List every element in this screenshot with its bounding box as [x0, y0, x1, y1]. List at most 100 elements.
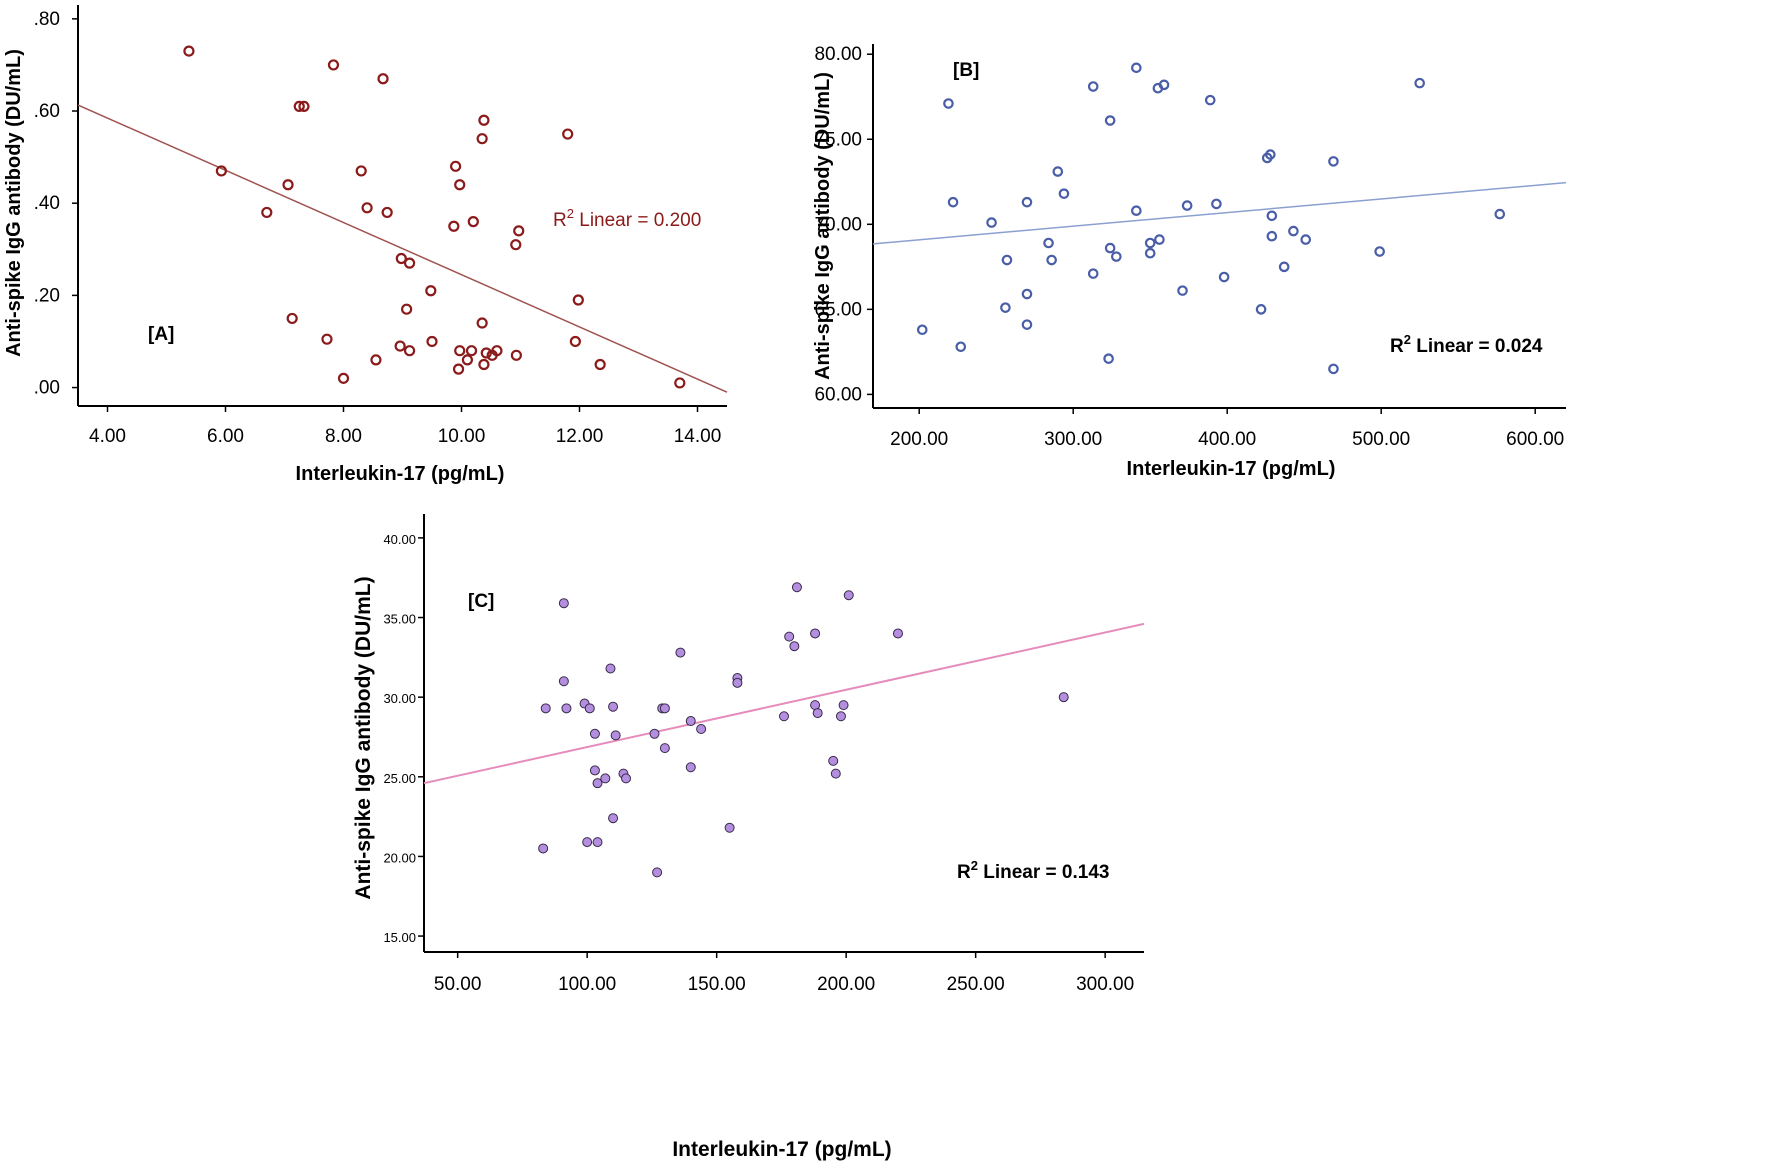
data-point — [403, 345, 416, 357]
y-tick-label: .40 — [34, 193, 60, 214]
data-point — [732, 677, 743, 688]
data-point — [426, 335, 438, 348]
data-point — [594, 358, 606, 371]
data-point — [558, 676, 569, 687]
data-point — [674, 377, 686, 389]
data-point — [1058, 692, 1069, 703]
panel-label: [B] — [953, 60, 979, 81]
data-point — [696, 724, 707, 735]
data-point — [812, 708, 823, 719]
x-tick-label: 300.00 — [1044, 429, 1102, 450]
data-point — [1021, 196, 1033, 208]
y-tick-label: 30.00 — [383, 691, 416, 706]
data-point — [784, 631, 795, 642]
data-point — [1104, 242, 1116, 254]
regression-line — [77, 104, 728, 393]
data-point — [327, 59, 340, 71]
data-point — [476, 133, 488, 145]
y-tick-label: 35.00 — [383, 612, 416, 627]
panel-label: [A] — [148, 324, 174, 345]
data-point — [1154, 234, 1165, 245]
data-point — [589, 728, 600, 739]
data-point — [1328, 363, 1339, 375]
data-point — [377, 73, 389, 85]
data-point — [828, 755, 839, 766]
data-point — [286, 312, 298, 325]
data-point — [1021, 319, 1033, 330]
data-point — [1131, 205, 1142, 216]
x-tick-label: 200.00 — [817, 974, 875, 995]
data-point — [321, 333, 333, 345]
data-point — [425, 285, 437, 297]
data-point — [986, 217, 997, 228]
data-point — [675, 647, 686, 658]
data-point — [572, 294, 584, 306]
y-tick-label: 20.00 — [383, 850, 416, 865]
data-point — [381, 206, 393, 219]
data-point — [467, 216, 479, 228]
data-point — [1104, 115, 1116, 126]
data-point — [452, 363, 465, 375]
data-point — [401, 303, 413, 315]
x-tick-label: 250.00 — [947, 974, 1005, 995]
x-axis-title: Interleukin-17 (pg/mL) — [672, 1138, 891, 1161]
data-point — [1218, 271, 1230, 283]
data-point — [1266, 210, 1278, 222]
data-point — [1278, 261, 1290, 273]
data-point — [183, 45, 195, 57]
data-point — [605, 663, 616, 674]
data-point — [1494, 208, 1506, 220]
data-point — [403, 257, 416, 269]
data-point — [1058, 188, 1070, 199]
y-axis-title: Anti-spike IgG antibody (DU/mL) — [3, 49, 25, 357]
x-tick-label: 8.00 — [325, 426, 362, 447]
data-point — [215, 165, 227, 177]
data-point — [1087, 81, 1099, 92]
y-tick-label: .00 — [34, 378, 60, 399]
data-point — [1204, 94, 1216, 106]
data-point — [843, 590, 854, 601]
r2-annotation: R2 Linear = 0.200 — [553, 206, 701, 231]
data-point — [478, 358, 490, 371]
scatter-chart-b: 60.00 65.00 70.00 75.00 80.00 200.00 300.00 400… — [812, 44, 1567, 480]
data-point — [1158, 79, 1170, 91]
data-point — [478, 114, 490, 126]
x-tick-label: 12.00 — [556, 426, 604, 447]
data-point — [448, 220, 460, 232]
y-tick-label: .20 — [34, 285, 60, 306]
data-point — [592, 778, 603, 789]
x-tick-label: 400.00 — [1198, 429, 1256, 450]
data-point — [337, 372, 350, 384]
data-point — [649, 728, 660, 739]
data-point — [1103, 353, 1114, 364]
data-point — [461, 354, 473, 366]
data-point — [608, 701, 619, 712]
data-point — [830, 768, 841, 779]
data-point — [1111, 251, 1122, 262]
data-point — [513, 225, 525, 237]
data-point — [538, 843, 549, 854]
y-tick-label: 70.00 — [814, 214, 862, 235]
data-point — [600, 773, 611, 784]
data-point — [1300, 234, 1312, 245]
data-point — [510, 349, 522, 361]
data-point — [1288, 225, 1299, 237]
data-point — [779, 711, 789, 722]
data-point — [1255, 304, 1267, 315]
data-point — [370, 354, 382, 366]
data-point — [1043, 237, 1054, 249]
x-tick-label: 600.00 — [1506, 429, 1564, 450]
data-point — [592, 837, 603, 848]
regression-line — [423, 622, 1145, 785]
data-point — [835, 711, 846, 722]
y-axis-title: Anti-spike IgG antibody (DU/mL) — [812, 72, 834, 380]
data-point — [659, 703, 670, 714]
y-tick-label: 40.00 — [383, 532, 416, 547]
data-point — [450, 160, 462, 172]
data-point — [1265, 149, 1276, 160]
data-point — [1266, 230, 1278, 242]
data-point — [293, 100, 305, 113]
data-point — [454, 345, 466, 357]
scatter-chart-c: 15.00 20.00 25.00 30.00 35.00 40.00 50.00 100.0… — [352, 514, 1145, 1161]
x-tick-label: 150.00 — [688, 974, 746, 995]
